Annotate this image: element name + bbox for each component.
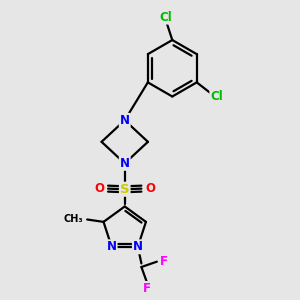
- Text: O: O: [94, 182, 104, 195]
- Text: F: F: [143, 282, 151, 295]
- Text: N: N: [133, 240, 143, 253]
- Text: N: N: [120, 114, 130, 127]
- Text: CH₃: CH₃: [63, 214, 83, 224]
- Text: Cl: Cl: [159, 11, 172, 24]
- Text: N: N: [106, 240, 117, 253]
- Text: N: N: [120, 157, 130, 170]
- Text: Cl: Cl: [210, 90, 223, 103]
- Text: O: O: [145, 182, 155, 195]
- Text: S: S: [120, 183, 130, 196]
- Text: F: F: [159, 255, 167, 268]
